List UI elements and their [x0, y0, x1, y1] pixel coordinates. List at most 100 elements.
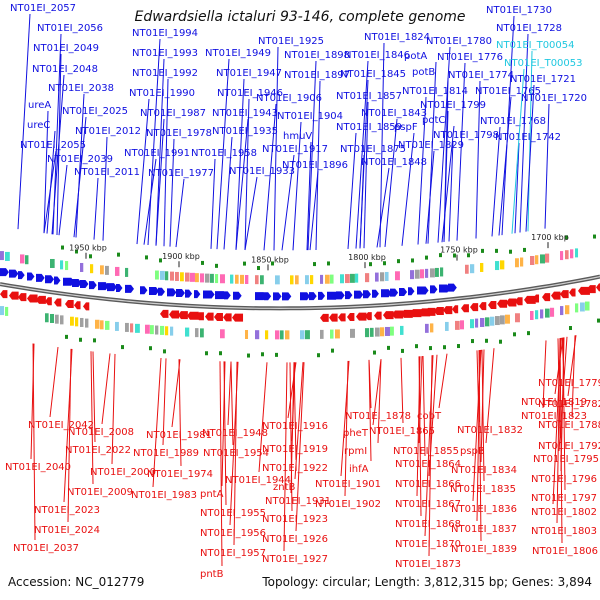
top-gene-label: NT01EI_1720: [521, 93, 587, 104]
cog-box-reverse: [0, 306, 5, 316]
reverse-gene: [54, 298, 62, 307]
cog-box-reverse: [280, 330, 284, 340]
bottom-gene-label: NT01EI_1901: [315, 479, 381, 490]
gc-marker: [75, 249, 78, 254]
top-gene-label: NT01EI_1935: [212, 126, 278, 137]
forward-gene: [107, 283, 117, 292]
top-gene-label: NT01EI_1768: [480, 116, 546, 127]
reverse-gene: [479, 302, 487, 311]
bottom-gene-leader: [438, 353, 448, 409]
gc-marker: [397, 259, 400, 264]
reverse-gene: [338, 313, 346, 322]
gc-marker: [215, 263, 218, 268]
bottom-gene-leader: [152, 357, 162, 488]
bottom-gene-leader: [294, 362, 304, 480]
cog-box-forward: [420, 269, 425, 279]
top-gene-label: NT01EI_1845: [340, 69, 406, 80]
reverse-gene: [356, 312, 367, 321]
bottom-gene-leader: [418, 356, 422, 517]
cog-box-forward: [175, 271, 179, 281]
reverse-gene: [9, 291, 19, 300]
top-gene-leader: [417, 96, 427, 245]
cog-box-forward: [105, 265, 109, 275]
cog-box-reverse: [55, 314, 59, 324]
bottom-gene-leader: [556, 338, 561, 524]
gc-marker: [513, 332, 516, 337]
top-gene-label: NT01EI_1721: [510, 74, 576, 85]
gc-marker: [313, 262, 316, 267]
cog-box-reverse: [300, 330, 305, 340]
top-gene-label: ureA: [28, 100, 51, 111]
top-gene-leader: [43, 150, 57, 234]
bottom-gene-label: NT01EI_1795: [533, 454, 599, 465]
top-gene-label: NT01EI_1917: [262, 144, 328, 155]
forward-gene: [215, 291, 227, 300]
top-gene-label: NT01EI_1897: [284, 70, 350, 81]
cog-box-reverse: [275, 330, 280, 340]
reverse-gene: [169, 310, 180, 319]
kbp-tick-label: 1950 kbp: [69, 244, 107, 253]
top-gene-leader: [307, 60, 317, 251]
forward-gene: [36, 273, 45, 282]
forward-gene: [27, 272, 35, 281]
bottom-gene-label: NT01EI_1835: [450, 484, 516, 495]
cog-box-forward: [330, 274, 334, 284]
cog-box-forward: [310, 275, 314, 285]
top-gene-leader: [102, 136, 108, 241]
top-gene-label: NT01EI_2049: [33, 43, 99, 54]
top-gene-leader: [17, 13, 31, 230]
top-gene-label: NT01EI_1898: [284, 50, 350, 61]
top-gene-label: NT01EI_2057: [10, 3, 76, 14]
kbp-tick-label: 1850 kbp: [251, 255, 289, 264]
cog-box-reverse: [365, 328, 370, 338]
bottom-gene-label: NT01EI_1823: [521, 411, 587, 422]
forward-gene: [140, 286, 148, 295]
cog-box-reverse: [350, 328, 355, 338]
top-gene-leader: [427, 61, 437, 244]
cog-box-reverse: [75, 317, 79, 327]
cog-box-forward: [575, 248, 579, 258]
cog-box-reverse: [45, 313, 49, 323]
top-gene-label: NT01EI_2012: [75, 126, 141, 137]
gc-marker: [467, 253, 470, 258]
reverse-gene: [443, 306, 453, 315]
gc-marker: [149, 346, 152, 351]
gc-marker: [485, 338, 488, 343]
cog-box-reverse: [165, 326, 169, 336]
top-gene-label: NT01EI_1933: [229, 166, 295, 177]
bottom-gene-label: NT01EI_1779: [538, 378, 600, 389]
gc-marker: [261, 352, 264, 357]
forward-gene: [336, 291, 345, 300]
top-gene-leader: [384, 118, 398, 248]
forward-gene: [363, 290, 371, 299]
cog-box-forward: [385, 271, 389, 281]
top-gene-label: NT01EI_1990: [129, 88, 195, 99]
cog-box-forward: [200, 273, 205, 283]
gc-marker: [569, 326, 572, 331]
kbp-tick-label: 1700 kbp: [531, 233, 569, 242]
top-gene-label: NT01EI_1742: [495, 132, 561, 143]
top-gene-leader: [425, 150, 435, 244]
top-gene-leader: [309, 170, 319, 251]
forward-gene: [300, 292, 311, 301]
gc-marker: [565, 235, 568, 240]
top-gene-leader: [544, 103, 550, 229]
gc-marker: [201, 260, 204, 265]
bottom-gene-label: NT01EI_1919: [262, 444, 328, 455]
cog-box-forward: [350, 273, 355, 283]
bottom-gene-label: pntB: [200, 569, 224, 580]
cog-box-forward: [500, 260, 505, 270]
cog-box-forward: [305, 275, 309, 285]
gc-marker: [387, 345, 390, 350]
gc-marker: [425, 255, 428, 260]
forward-gene: [345, 291, 353, 300]
cog-box-forward: [190, 272, 195, 282]
cog-box-reverse: [490, 316, 495, 326]
top-gene-leader: [244, 98, 250, 251]
gc-marker: [373, 350, 376, 355]
bottom-gene-label: NT01EI_1868: [395, 519, 461, 530]
top-gene-label: potA: [404, 51, 427, 62]
top-gene-label: ureC: [27, 120, 50, 131]
cog-box-forward: [320, 274, 324, 284]
cog-box-forward: [430, 268, 435, 278]
